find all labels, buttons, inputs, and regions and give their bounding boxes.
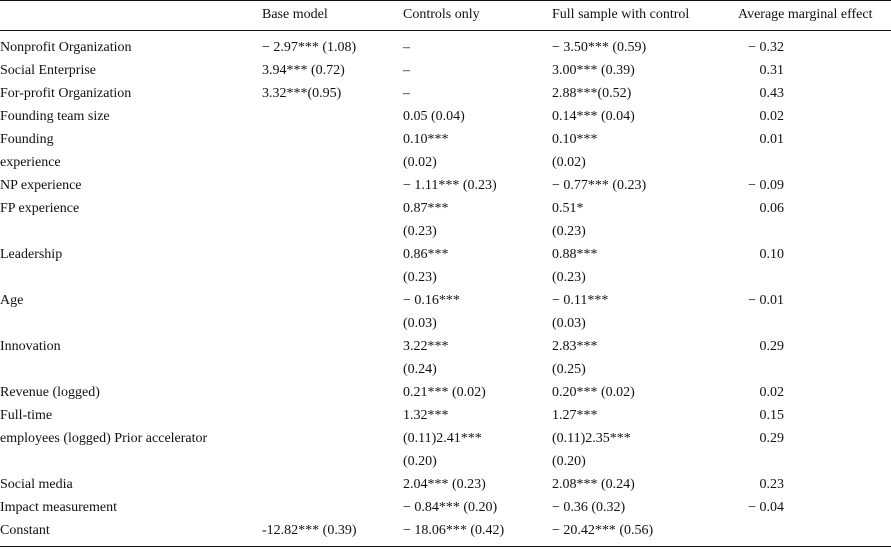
base-model-cell: − 2.97*** (1.08) <box>262 40 357 55</box>
controls-only-cell: (0.23) <box>403 224 437 239</box>
full-sample-cell: 2.83*** <box>552 339 598 354</box>
header-base-model: Base model <box>262 7 328 22</box>
header-full-sample: Full sample with control <box>552 7 690 22</box>
base-model-cell: 3.32***(0.95) <box>262 86 342 101</box>
controls-only-cell: − 1.11*** (0.23) <box>403 178 497 193</box>
controls-only-cell: 0.86*** <box>403 247 449 262</box>
full-sample-cell: (0.03) <box>552 316 586 331</box>
row-label: Age <box>0 293 24 308</box>
full-sample-cell: − 0.77*** (0.23) <box>552 178 647 193</box>
controls-only-cell: 0.05 (0.04) <box>403 109 465 124</box>
full-sample-cell: (0.25) <box>552 362 586 377</box>
marginal-effect-cell: 0.06 <box>759 201 785 216</box>
row-label: Social media <box>0 477 73 492</box>
bottom-rule <box>0 546 891 547</box>
marginal-effect-cell: 0.02 <box>759 385 785 400</box>
row-label: For-profit Organization <box>0 86 132 101</box>
row-label: experience <box>0 155 61 170</box>
header-rule <box>0 30 891 31</box>
row-label: Leadership <box>0 247 63 262</box>
controls-only-cell: (0.23) <box>403 270 437 285</box>
row-label: Impact measurement <box>0 500 118 515</box>
full-sample-cell: 0.51* <box>552 201 584 216</box>
full-sample-cell: 0.20*** (0.02) <box>552 385 635 400</box>
row-label: Founding <box>0 132 54 147</box>
controls-only-cell: (0.03) <box>403 316 437 331</box>
row-label: Nonprofit Organization <box>0 40 132 55</box>
full-sample-cell: 0.10*** <box>552 132 598 147</box>
row-label: Social Enterprise <box>0 63 97 78</box>
controls-only-cell: − 0.16*** <box>403 293 460 308</box>
controls-only-cell: (0.11)2.41*** <box>403 431 482 446</box>
controls-only-cell: (0.24) <box>403 362 437 377</box>
marginal-effect-cell: 0.23 <box>759 477 785 492</box>
marginal-effect-cell: 0.29 <box>759 431 785 446</box>
row-label: employees (logged) Prior accelerator <box>0 431 208 446</box>
controls-only-cell: 0.87*** <box>403 201 449 216</box>
controls-only-cell: – <box>403 86 410 101</box>
row-label: NP experience <box>0 178 82 193</box>
full-sample-cell: 1.27*** <box>552 408 598 423</box>
controls-only-cell: (0.20) <box>403 454 437 469</box>
full-sample-cell: 3.00*** (0.39) <box>552 63 635 78</box>
marginal-effect-cell: 0.01 <box>759 132 785 147</box>
full-sample-cell: 0.14*** (0.04) <box>552 109 635 124</box>
marginal-effect-cell: 0.15 <box>759 408 785 423</box>
row-label: Founding team size <box>0 109 110 124</box>
full-sample-cell: (0.11)2.35*** <box>552 431 631 446</box>
controls-only-cell: 3.22*** <box>403 339 449 354</box>
marginal-effect-cell: 0.29 <box>759 339 785 354</box>
full-sample-cell: − 3.50*** (0.59) <box>552 40 647 55</box>
row-label: Innovation <box>0 339 61 354</box>
full-sample-cell: (0.02) <box>552 155 586 170</box>
row-label: Revenue (logged) <box>0 385 100 400</box>
marginal-effect-cell: 0.43 <box>759 86 785 101</box>
marginal-effect-cell: − 0.01 <box>748 293 784 308</box>
marginal-effect-cell: 0.02 <box>759 109 785 124</box>
full-sample-cell: 0.88*** <box>552 247 598 262</box>
controls-only-cell: – <box>403 63 410 78</box>
full-sample-cell: − 0.11*** <box>552 293 609 308</box>
row-label: FP experience <box>0 201 80 216</box>
full-sample-cell: 2.88***(0.52) <box>552 86 632 101</box>
controls-only-cell: − 18.06*** (0.42) <box>403 523 505 538</box>
marginal-effect-cell: − 0.09 <box>748 178 784 193</box>
full-sample-cell: (0.23) <box>552 270 586 285</box>
controls-only-cell: – <box>403 40 410 55</box>
full-sample-cell: (0.23) <box>552 224 586 239</box>
full-sample-cell: − 0.36 (0.32) <box>552 500 626 515</box>
header-controls-only: Controls only <box>403 7 480 22</box>
controls-only-cell: 0.21*** (0.02) <box>403 385 486 400</box>
base-model-cell: 3.94*** (0.72) <box>262 63 345 78</box>
marginal-effect-cell: − 0.04 <box>748 500 784 515</box>
controls-only-cell: − 0.84*** (0.20) <box>403 500 498 515</box>
marginal-effect-cell: 0.10 <box>759 247 785 262</box>
controls-only-cell: 2.04*** (0.23) <box>403 477 486 492</box>
marginal-effect-cell: − 0.32 <box>748 40 784 55</box>
marginal-effect-cell: 0.31 <box>759 63 785 78</box>
header-average-marginal-effect: Average marginal effect <box>738 7 873 22</box>
top-rule <box>0 0 891 1</box>
full-sample-cell: − 20.42*** (0.56) <box>552 523 654 538</box>
base-model-cell: -12.82*** (0.39) <box>262 523 357 538</box>
row-label: Full-time <box>0 408 53 423</box>
full-sample-cell: 2.08*** (0.24) <box>552 477 635 492</box>
row-label: Constant <box>0 523 50 538</box>
controls-only-cell: (0.02) <box>403 155 437 170</box>
full-sample-cell: (0.20) <box>552 454 586 469</box>
controls-only-cell: 0.10*** <box>403 132 449 147</box>
controls-only-cell: 1.32*** <box>403 408 449 423</box>
